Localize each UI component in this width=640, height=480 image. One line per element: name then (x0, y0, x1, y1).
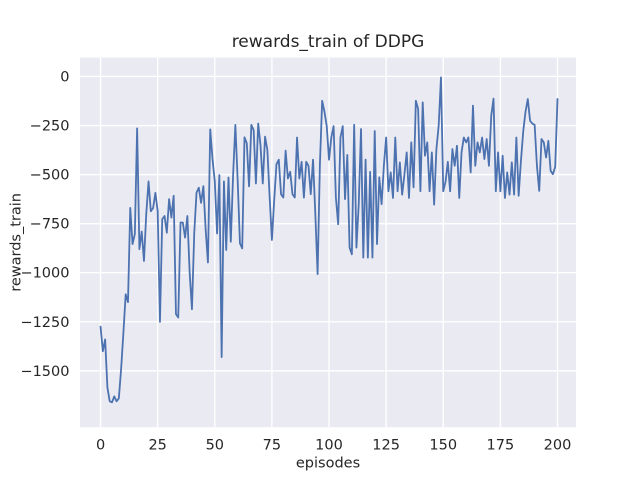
x-tick-label: 0 (96, 438, 105, 454)
x-tick-label: 175 (487, 438, 515, 454)
x-tick-label: 50 (206, 438, 224, 454)
data-line-rewards-train (99, 76, 559, 404)
x-tick-label: 150 (429, 438, 457, 454)
plot-area (80, 57, 576, 428)
x-tick-label: 200 (544, 438, 572, 454)
x-tick-label: 100 (315, 438, 343, 454)
y-tick-label: −500 (30, 168, 70, 184)
x-tick-label: 125 (372, 438, 400, 454)
y-tick-label: −1500 (20, 364, 69, 380)
x-tick-label: 75 (263, 438, 281, 454)
y-tick-labels: 0 −250 −500 −750 −1000 −1250 −1500 (20, 69, 69, 379)
y-tick-label: 0 (60, 69, 69, 85)
x-tick-label: 25 (148, 438, 166, 454)
y-axis-label: rewards_train (9, 193, 25, 292)
y-tick-label: −1000 (20, 266, 69, 282)
grid-lines (80, 57, 576, 428)
y-tick-label: −250 (30, 119, 70, 135)
x-tick-labels: 0 25 50 75 100 125 150 175 200 (96, 438, 571, 454)
y-tick-label: −1250 (20, 315, 69, 331)
y-tick-label: −750 (30, 217, 70, 233)
chart-title: rewards_train of DDPG (232, 32, 425, 52)
x-axis-label: episodes (296, 456, 360, 472)
